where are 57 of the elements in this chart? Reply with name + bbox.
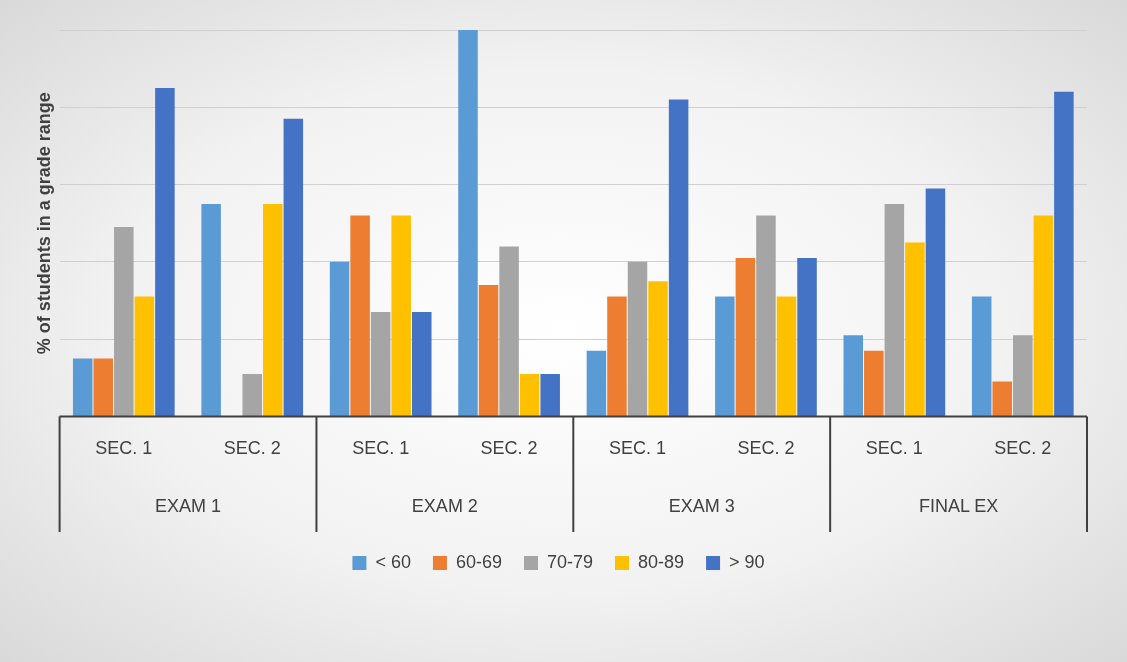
bar <box>971 296 992 416</box>
bar <box>797 257 817 416</box>
bar <box>242 373 262 416</box>
x-tick-label: SEC. 2 <box>480 438 538 459</box>
legend-label: 60-69 <box>455 551 502 572</box>
bar <box>1013 335 1033 416</box>
text: EXAM 2 <box>411 495 478 516</box>
bar <box>756 215 776 416</box>
bar <box>715 296 735 416</box>
bar <box>776 296 797 416</box>
bar <box>412 312 432 416</box>
bar <box>1033 215 1054 416</box>
x-tick-label: SEC. 1 <box>95 438 153 459</box>
text: EXAM 1 <box>155 495 222 516</box>
bar <box>391 215 411 416</box>
bar <box>925 188 946 416</box>
bar <box>992 381 1012 416</box>
bar <box>864 350 884 416</box>
bar <box>478 285 499 416</box>
bar <box>458 30 478 416</box>
y-axis-title: % of students in a grade range <box>33 92 54 355</box>
bar <box>93 358 114 416</box>
bar <box>350 215 370 416</box>
x-tick-label: SEC. 2 <box>994 438 1052 459</box>
legend-label: 70-79 <box>546 551 594 572</box>
bar <box>155 87 175 416</box>
x-tick-label: SEC. 2 <box>737 438 795 459</box>
x-tick-label: SEC. 2 <box>223 438 281 459</box>
legend-label: > 90 <box>729 551 765 572</box>
text: EXAM 3 <box>668 495 735 516</box>
bar <box>607 296 627 416</box>
bar <box>735 257 756 416</box>
bar <box>201 203 221 416</box>
bar <box>668 99 689 416</box>
text: FINAL EX <box>918 495 999 516</box>
bar <box>499 246 519 416</box>
bar <box>519 373 540 416</box>
bar <box>370 312 391 416</box>
bar <box>843 335 864 416</box>
bar <box>1054 91 1074 416</box>
legend-label: < 60 <box>375 551 411 572</box>
bar <box>648 281 668 416</box>
x-tick-label: SEC. 1 <box>352 438 410 459</box>
bar <box>586 350 607 416</box>
bar <box>72 358 93 416</box>
legend-label: 80-89 <box>638 551 685 572</box>
bar <box>884 203 905 416</box>
bar <box>263 203 283 416</box>
bar <box>283 118 304 416</box>
bar <box>329 261 350 416</box>
bar <box>905 242 925 416</box>
bar <box>540 373 560 416</box>
bar <box>134 296 155 416</box>
x-tick-label: SEC. 1 <box>865 438 923 459</box>
bar <box>114 227 134 416</box>
bar <box>627 261 648 416</box>
x-tick-label: SEC. 1 <box>609 438 667 459</box>
